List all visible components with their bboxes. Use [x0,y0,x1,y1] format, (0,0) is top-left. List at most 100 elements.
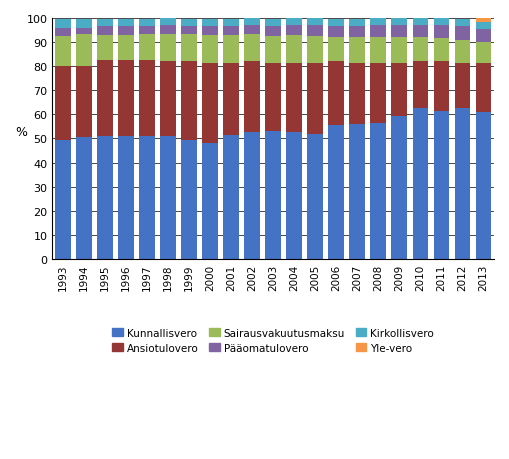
Bar [244,19,260,26]
Bar [139,28,155,34]
Bar [287,63,302,133]
Bar [265,132,281,259]
Bar [97,61,113,137]
Bar [97,28,113,36]
Bar [76,67,92,138]
Bar [391,63,407,116]
Bar [139,61,155,137]
Bar [328,28,344,38]
Bar [350,125,365,259]
Bar [455,63,470,109]
Bar [265,63,281,132]
Bar [265,37,281,63]
Bar [307,63,323,134]
Bar [139,137,155,259]
Bar [202,36,218,63]
Bar [55,28,71,37]
Bar [434,39,449,62]
Bar [434,112,449,259]
Bar [475,30,491,43]
Bar [391,26,407,38]
Bar [371,19,386,26]
Bar [475,22,491,30]
Bar [181,20,197,28]
Bar [244,62,260,133]
Bar [287,36,302,63]
Bar [118,61,134,137]
Bar [76,28,92,34]
Bar [160,19,176,26]
Bar [475,63,491,113]
Bar [118,36,134,61]
Bar [244,133,260,259]
Bar [202,20,218,28]
Bar [287,133,302,259]
Bar [391,19,407,26]
Bar [412,38,428,62]
Bar [307,134,323,259]
Bar [97,20,113,28]
Bar [475,19,491,22]
Bar [223,63,239,135]
Bar [434,62,449,112]
Bar [223,36,239,63]
Bar [223,28,239,36]
Bar [350,28,365,38]
Bar [371,38,386,63]
Bar [412,109,428,259]
Bar [391,38,407,63]
Bar [434,26,449,39]
Bar [160,137,176,259]
Bar [76,34,92,67]
Bar [118,137,134,259]
Bar [118,28,134,36]
Bar [455,20,470,28]
Bar [287,26,302,36]
Bar [55,37,71,67]
Bar [139,20,155,28]
Bar [160,62,176,137]
Bar [455,109,470,259]
Bar [181,34,197,62]
Bar [371,63,386,123]
Bar [475,43,491,63]
Bar [307,37,323,63]
Bar [55,67,71,140]
Bar [244,26,260,34]
Bar [202,63,218,144]
Bar [76,138,92,259]
Bar [328,38,344,62]
Bar [328,62,344,126]
Bar [55,20,71,28]
Bar [76,20,92,28]
Legend: Kunnallisvero, Ansiotulovero, Sairausvakuutusmaksu, Pääomatulovero, Kirkollisver: Kunnallisvero, Ansiotulovero, Sairausvak… [109,325,437,356]
Y-axis label: %: % [15,126,27,139]
Bar [350,63,365,125]
Bar [139,34,155,61]
Bar [181,140,197,259]
Bar [160,26,176,34]
Bar [455,40,470,63]
Bar [97,137,113,259]
Bar [118,20,134,28]
Bar [265,28,281,37]
Bar [202,28,218,36]
Bar [160,34,176,62]
Bar [391,116,407,259]
Bar [287,19,302,26]
Bar [475,113,491,259]
Bar [55,140,71,259]
Bar [350,20,365,28]
Bar [202,144,218,259]
Bar [307,19,323,26]
Bar [412,19,428,26]
Bar [307,26,323,37]
Bar [223,20,239,28]
Bar [223,135,239,259]
Bar [181,28,197,34]
Bar [412,62,428,109]
Bar [455,28,470,40]
Bar [181,62,197,140]
Bar [434,19,449,26]
Bar [328,20,344,28]
